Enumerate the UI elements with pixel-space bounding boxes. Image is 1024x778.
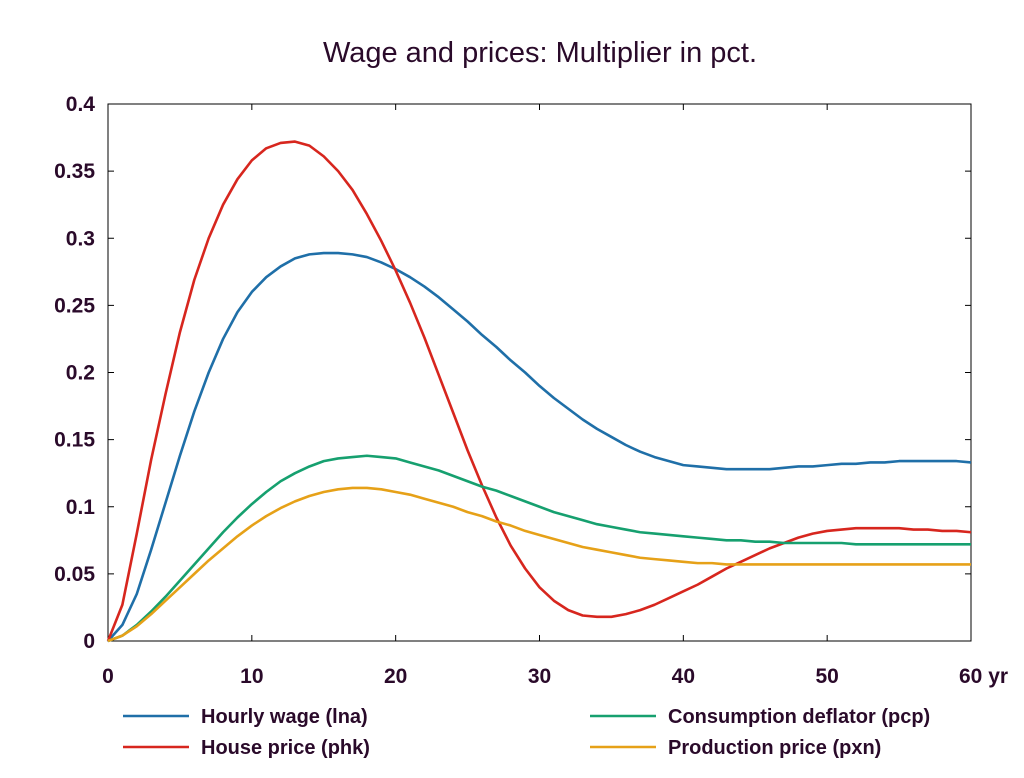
legend-label: Production price (pxn): [668, 737, 881, 759]
plot-frame: [107, 103, 972, 642]
legend-label: Consumption deflator (pcp): [668, 706, 930, 728]
series-line-4: [107, 486, 971, 643]
y-tick-label: 0.25: [54, 294, 95, 317]
legend-label: Hourly wage (lna): [201, 706, 368, 728]
y-tick-label: 0.05: [54, 563, 95, 586]
series-line-1: [107, 251, 972, 642]
series-lines: [106, 140, 972, 643]
x-tick-label: 40: [672, 665, 695, 688]
x-tick-label: 20: [384, 665, 407, 688]
y-tick-label: 0.4: [66, 93, 96, 116]
series-line-2: [106, 140, 972, 642]
plot-axes: 0 0.05 0.1 0.15 0.2 0.25 0.3 0.35 0.4 0 10 20 30 40 50…: [54, 93, 1008, 688]
y-tick-label: 0.35: [54, 160, 95, 183]
x-tick-label: 10: [240, 665, 263, 688]
y-tick-label: 0.2: [66, 362, 95, 385]
y-tick-label: 0.3: [66, 227, 95, 250]
series-line-3: [107, 454, 971, 643]
x-tick-label: 0: [102, 665, 114, 688]
x-tick-label: 60 yr: [959, 665, 1008, 688]
legend-label: House price (phk): [201, 737, 370, 759]
chart-title: Wage and prices: Multiplier in pct.: [323, 37, 757, 69]
chart-legend: Hourly wage (lna) House price (phk) Consum…: [123, 706, 930, 759]
x-tick-label: 30: [528, 665, 551, 688]
y-tick-label: 0.1: [66, 496, 96, 519]
y-tick-label: 0: [83, 630, 95, 653]
y-tick-label: 0.15: [54, 429, 95, 452]
x-tick-label: 50: [815, 665, 838, 688]
